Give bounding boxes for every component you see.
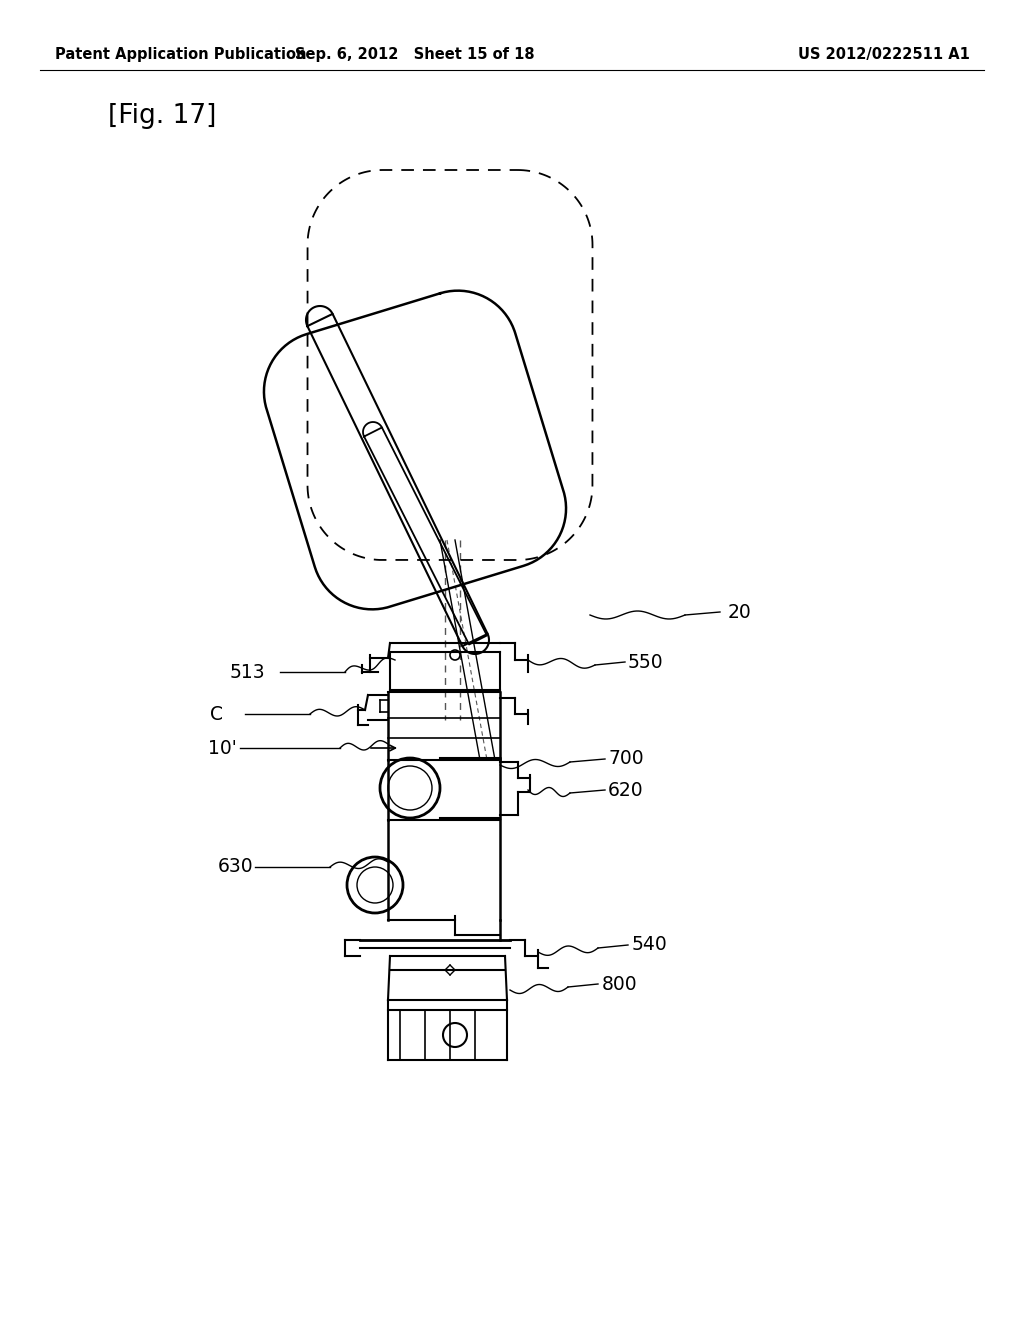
Text: 620: 620 bbox=[608, 780, 644, 800]
Text: Patent Application Publication: Patent Application Publication bbox=[55, 48, 306, 62]
Text: 800: 800 bbox=[602, 974, 638, 994]
Text: 540: 540 bbox=[632, 936, 668, 954]
Text: C: C bbox=[210, 705, 223, 723]
Text: 630: 630 bbox=[218, 858, 254, 876]
Text: Sep. 6, 2012   Sheet 15 of 18: Sep. 6, 2012 Sheet 15 of 18 bbox=[295, 48, 535, 62]
Text: 513: 513 bbox=[230, 663, 265, 681]
Text: US 2012/0222511 A1: US 2012/0222511 A1 bbox=[798, 48, 970, 62]
Text: 700: 700 bbox=[608, 750, 644, 768]
Text: 10': 10' bbox=[208, 738, 237, 758]
Text: [Fig. 17]: [Fig. 17] bbox=[108, 103, 216, 129]
Text: 550: 550 bbox=[628, 652, 664, 672]
Text: 20: 20 bbox=[728, 602, 752, 622]
